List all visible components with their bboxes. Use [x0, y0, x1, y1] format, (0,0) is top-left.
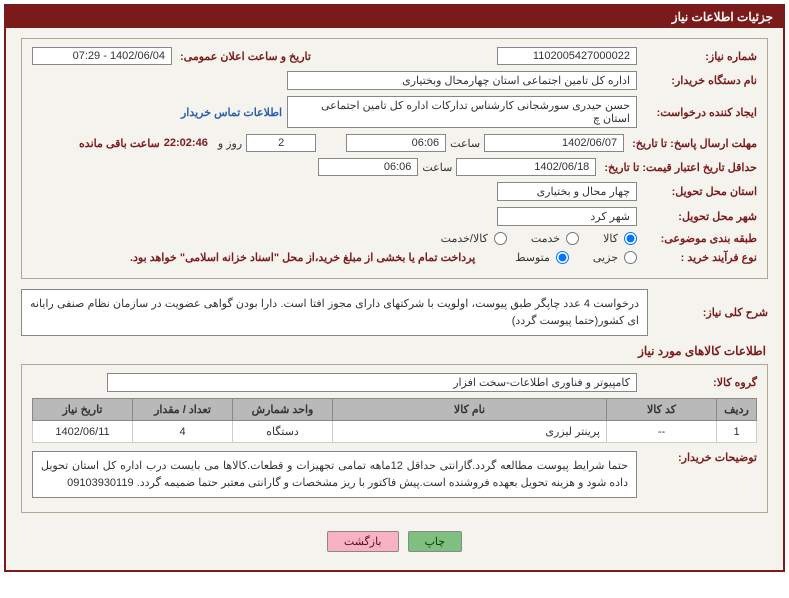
buy-type-radios: جزیی متوسط — [495, 251, 637, 264]
th-date: تاریخ نیاز — [33, 399, 133, 421]
panel-body: شماره نیاز: 1102005427000022 تاریخ و ساع… — [6, 28, 783, 570]
category-label: طبقه بندی موضوعی: — [637, 232, 757, 245]
validity-time-value: 06:06 — [318, 158, 418, 176]
requester-label: ایجاد کننده درخواست: — [637, 106, 757, 119]
cat-opt3: کالا/خدمت — [441, 232, 488, 245]
announce-dt-value: 1402/06/04 - 07:29 — [32, 47, 172, 65]
days-left-value: 2 — [246, 134, 316, 152]
province-value: چهار محال و بختیاری — [497, 182, 637, 201]
announce-dt-label: تاریخ و ساعت اعلان عمومی: — [172, 50, 322, 63]
cat-radio-both[interactable] — [494, 232, 507, 245]
contact-link[interactable]: اطلاعات تماس خریدار — [181, 106, 282, 119]
hour-label-1: ساعت — [450, 137, 480, 150]
td-row: 1 — [717, 421, 757, 443]
back-button[interactable]: بازگشت — [327, 531, 399, 552]
goods-group-label: گروه کالا: — [637, 376, 757, 389]
goods-info-title: اطلاعات کالاهای مورد نیاز — [23, 344, 766, 358]
th-unit: واحد شمارش — [233, 399, 333, 421]
print-button[interactable]: چاپ — [408, 531, 463, 552]
th-code: کد کالا — [607, 399, 717, 421]
cat-opt1: کالا — [603, 232, 618, 245]
general-desc-value: درخواست 4 عدد چاپگر طبق پیوست، اولویت با… — [21, 289, 648, 336]
details-panel: جزئیات اطلاعات نیاز شماره نیاز: 11020054… — [4, 4, 785, 572]
city-label: شهر محل تحویل: — [637, 210, 757, 223]
hour-label-2: ساعت — [422, 161, 452, 174]
need-no-label: شماره نیاز: — [637, 50, 757, 63]
td-qty: 4 — [133, 421, 233, 443]
buy-type-label: نوع فرآیند خرید : — [637, 251, 757, 264]
panel-title: جزئیات اطلاعات نیاز — [6, 6, 783, 28]
goods-table: ردیف کد کالا نام کالا واحد شمارش تعداد /… — [32, 398, 757, 443]
city-value: شهر کرد — [497, 207, 637, 226]
validity-date-value: 1402/06/18 — [456, 158, 596, 176]
table-row: 1 -- پرینتر لیزری دستگاه 4 1402/06/11 — [33, 421, 757, 443]
td-unit: دستگاه — [233, 421, 333, 443]
category-radios: کالا خدمت کالا/خدمت — [421, 232, 637, 245]
th-row: ردیف — [717, 399, 757, 421]
province-label: استان محل تحویل: — [637, 185, 757, 198]
day-and-label: روز و — [218, 137, 242, 150]
general-desc-label: شرح کلی نیاز: — [648, 306, 768, 319]
button-row: چاپ بازگشت — [21, 523, 768, 560]
buyer-org-label: نام دستگاه خریدار: — [637, 74, 757, 87]
buy-opt2: متوسط — [515, 251, 550, 264]
buyer-notes-label: توضیحات خریدار: — [637, 451, 757, 464]
price-validity-label: حداقل تاریخ اعتبار قیمت: تا تاریخ: — [596, 161, 757, 174]
cat-radio-service[interactable] — [566, 232, 579, 245]
th-qty: تعداد / مقدار — [133, 399, 233, 421]
reply-deadline-label: مهلت ارسال پاسخ: تا تاریخ: — [624, 137, 757, 150]
buyer-notes-value: حتما شرایط پیوست مطالعه گردد.گارانتی حدا… — [32, 451, 637, 498]
reply-time-value: 06:06 — [346, 134, 446, 152]
cat-opt2: خدمت — [531, 232, 560, 245]
main-info-box: شماره نیاز: 1102005427000022 تاریخ و ساع… — [21, 38, 768, 279]
need-no-value: 1102005427000022 — [497, 47, 637, 65]
td-name: پرینتر لیزری — [333, 421, 607, 443]
countdown-value: 22:02:46 — [164, 137, 208, 149]
td-code: -- — [607, 421, 717, 443]
th-name: نام کالا — [333, 399, 607, 421]
buy-radio-medium[interactable] — [556, 251, 569, 264]
buy-radio-minor[interactable] — [624, 251, 637, 264]
requester-value: حسن حیدری سورشجانی کارشناس تدارکات اداره… — [287, 96, 637, 128]
buyer-org-value: اداره کل تامین اجتماعی استان چهارمحال وب… — [287, 71, 637, 90]
goods-box: گروه کالا: کامپیوتر و فناوری اطلاعات-سخت… — [21, 364, 768, 513]
goods-group-value: کامپیوتر و فناوری اطلاعات-سخت افزار — [107, 373, 637, 392]
remaining-label: ساعت باقی مانده — [79, 137, 160, 150]
payment-note: پرداخت تمام یا بخشی از مبلغ خرید،از محل … — [130, 251, 475, 264]
cat-radio-goods[interactable] — [624, 232, 637, 245]
buy-opt1: جزیی — [593, 251, 618, 264]
td-date: 1402/06/11 — [33, 421, 133, 443]
reply-date-value: 1402/06/07 — [484, 134, 624, 152]
